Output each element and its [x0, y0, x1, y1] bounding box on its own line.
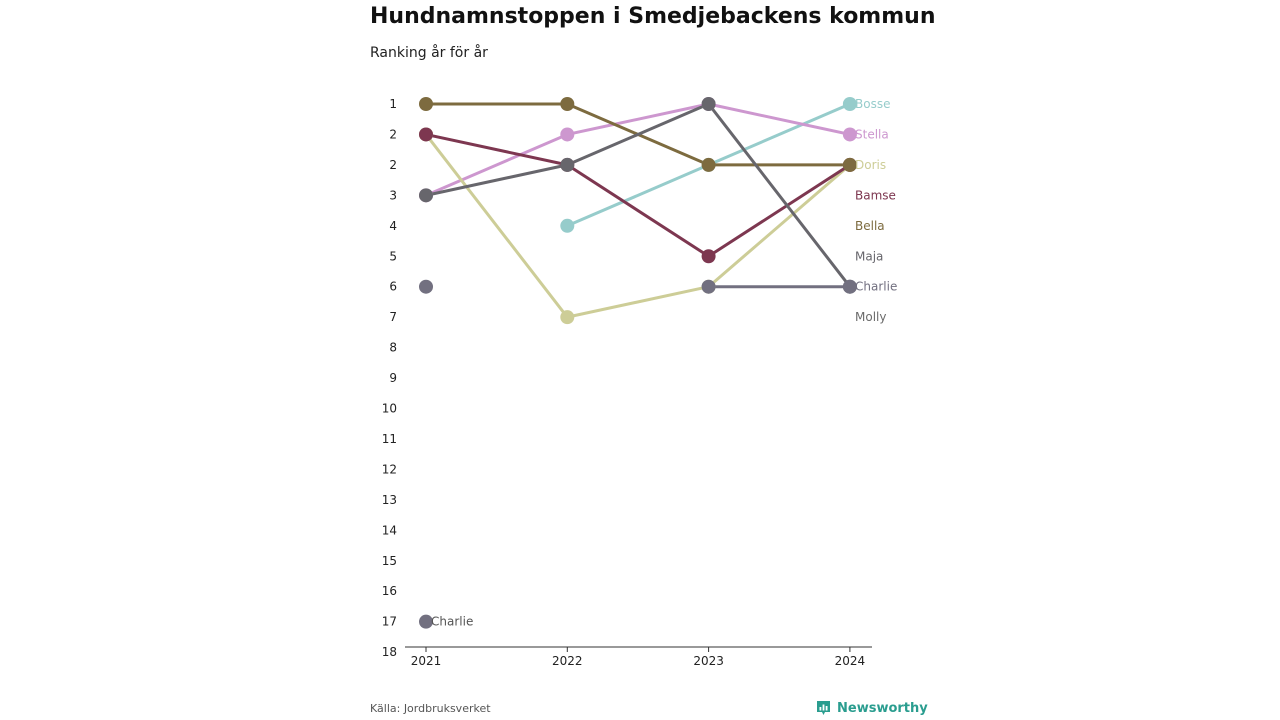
data-point — [701, 97, 716, 111]
source-note: Källa: Jordbruksverket — [370, 702, 491, 715]
chart-subtitle: Ranking år för år — [370, 45, 488, 61]
series-label: Charlie — [855, 280, 897, 294]
y-tick-label: 1 — [389, 97, 397, 111]
y-tick-label: 11 — [382, 432, 397, 446]
series-line — [424, 102, 852, 197]
series-line — [424, 102, 852, 289]
data-point — [419, 97, 433, 111]
data-point — [560, 310, 575, 325]
data-point — [701, 157, 716, 172]
series-end-labels: Bosse Stella Doris Bamse Bella Maja Charlie Mol… — [855, 97, 897, 324]
brand-logo[interactable]: Newsworthy — [816, 700, 928, 716]
y-tick-label: 8 — [389, 341, 397, 355]
data-point — [560, 127, 575, 142]
y-tick-label: 12 — [382, 462, 397, 476]
data-point — [419, 279, 433, 294]
data-point — [419, 188, 433, 203]
y-tick-label: 3 — [389, 188, 397, 202]
series-label: Bamse — [855, 188, 896, 202]
series-line — [424, 132, 852, 319]
y-tick-label: 6 — [389, 280, 397, 294]
data-point — [842, 157, 857, 172]
y-tick-label: 7 — [389, 310, 397, 324]
data-point — [842, 97, 857, 111]
x-tick-label: 2022 — [552, 654, 583, 668]
x-axis: 2021 2022 2023 2024 — [405, 646, 872, 668]
annotation-point — [419, 614, 433, 629]
y-tick-label: 15 — [382, 554, 397, 568]
newsworthy-logo-icon — [816, 700, 831, 716]
y-tick-label: 10 — [382, 402, 397, 416]
series-label: Maja — [855, 249, 883, 263]
y-tick-label: 5 — [389, 249, 397, 263]
y-tick-label: 2 — [389, 158, 397, 172]
data-point — [560, 97, 575, 111]
y-tick-label: 17 — [382, 615, 397, 629]
y-tick-label: 16 — [382, 584, 397, 598]
data-point — [560, 157, 575, 172]
x-tick-label: 2024 — [835, 654, 866, 668]
y-tick-label: 4 — [389, 219, 397, 233]
series-label: Bella — [855, 219, 885, 233]
series-lines — [424, 102, 852, 319]
data-point — [419, 127, 433, 142]
data-point — [842, 127, 857, 142]
data-point — [560, 218, 575, 233]
annotations: Charlie — [419, 614, 473, 629]
x-tick-label: 2023 — [693, 654, 724, 668]
series-line — [424, 132, 852, 258]
series-label: Stella — [855, 127, 889, 141]
y-tick-label: 13 — [382, 493, 397, 507]
x-tick-label: 2021 — [411, 654, 442, 668]
brand-name: Newsworthy — [837, 700, 928, 716]
data-point — [701, 249, 716, 264]
series-label: Doris — [855, 158, 886, 172]
y-tick-label: 9 — [389, 371, 397, 385]
data-point — [701, 279, 716, 294]
y-tick-label: 18 — [382, 645, 397, 659]
series-label: Molly — [855, 310, 886, 324]
annotation-label: Charlie — [431, 615, 473, 629]
chart-title: Hundnamnstoppen i Smedjebackens kommun — [370, 4, 936, 29]
data-point — [842, 279, 857, 294]
y-tick-label: 14 — [382, 523, 397, 537]
series-label: Bosse — [855, 97, 890, 111]
series-points — [419, 97, 857, 325]
y-tick-label: 2 — [389, 127, 397, 141]
